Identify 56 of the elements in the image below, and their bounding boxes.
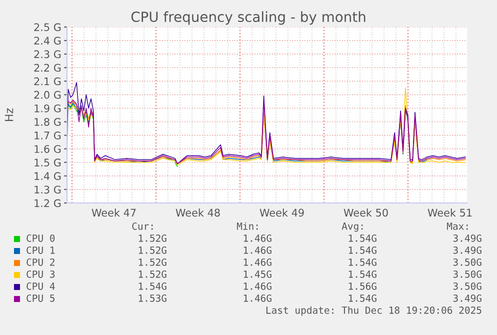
legend-label: CPU 2 [26,258,54,266]
text: 3.50G [453,270,482,278]
text: 1.54G [348,294,376,302]
text: 1.45G [244,270,272,278]
text: 1.46G [244,246,272,254]
y-axis-title: Hz [4,108,14,122]
y-tick-label: 2.0 G [34,90,61,99]
y-tick-label: 1.8 G [34,118,61,126]
legend-label: CPU 3 [26,270,55,278]
text: 1.54G [348,270,376,278]
text: Cur: [132,222,153,230]
text: 1.54G [138,282,166,290]
text: 1.54G [348,234,376,242]
y-tick-label: 1.7 G [34,132,61,140]
text: 1.46G [244,258,272,266]
text: 1.52G [138,234,166,242]
x-tick-label: Week 50 [344,208,388,217]
x-tick-label: Week 47 [92,208,136,217]
legend-label: CPU 0 [26,234,55,242]
text: 1.53G [138,294,166,302]
text: 3.50G [453,258,482,266]
text: 1.46G [244,234,272,242]
text: 3.49G [453,234,482,242]
y-tick-label: 2.3 G [34,50,61,58]
y-tick-label: 1.4 G [34,172,61,180]
text: Min: [236,222,258,230]
legend-label: CPU 4 [26,282,55,290]
text: Max: [446,222,468,230]
y-tick-label: 2.1 G [34,77,61,86]
text: 1.54G [348,258,376,266]
text: 1.46G [244,282,272,290]
text: 1.52G [138,246,166,254]
text: 1.56G [348,282,376,290]
text: 3.49G [453,246,482,254]
x-tick-label: Week 51 [428,208,472,217]
x-tick-label: Week 49 [260,208,304,217]
text: 1.52G [138,270,166,278]
y-tick-label: 1.3 G [34,186,61,194]
text: Avg: [342,222,363,232]
text: 1.52G [138,258,166,266]
y-tick-label: 2.4 G [34,36,61,45]
text: 1.46G [244,294,272,302]
y-tick-label: 1.9 G [34,104,61,112]
y-tick-label: 1.5 G [34,158,61,166]
legend-label: CPU 1 [26,246,55,254]
y-tick-label: 2.5 G [34,23,61,32]
y-tick-label: 1.6 G [34,145,61,153]
x-tick-label: Week 48 [176,208,220,217]
text: 3.49G [453,294,482,302]
text: 3.50G [453,282,482,290]
text: 1.54G [348,246,376,254]
legend-label: CPU 5 [26,294,54,302]
chart-title: CPU frequency scaling - by month [131,11,366,25]
text: Last update: Thu Dec 18 19:20:06 2025 [266,306,482,316]
y-tick-label: 2.2 G [34,64,61,72]
y-tick-label: 1.2 G [34,199,61,208]
